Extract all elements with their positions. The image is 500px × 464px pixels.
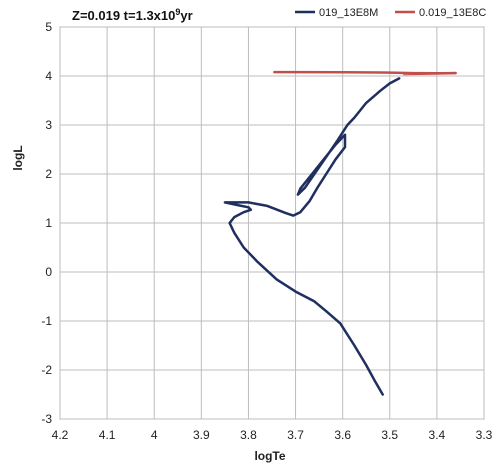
y-tick-label: -1: [41, 314, 52, 328]
x-tick-label: 3.6: [334, 428, 351, 442]
legend: 019_13E8M 0.019_13E8C: [295, 7, 486, 19]
y-tick-labels: -3 -2 -1 0 1 2 3 4 5: [41, 20, 52, 426]
y-tick-label: 3: [45, 118, 52, 132]
x-tick-label: 4.1: [99, 428, 116, 442]
chart-title-exponent: 9: [175, 7, 180, 17]
y-tick-label: 0: [45, 265, 52, 279]
y-tick-label: 1: [45, 216, 52, 230]
y-tick-label: 4: [45, 69, 52, 83]
series-layer: [223, 70, 457, 396]
x-tick-label: 3.3: [476, 428, 493, 442]
x-tick-label: 3.9: [193, 428, 210, 442]
y-tick-label: 2: [45, 167, 52, 181]
grid-lines: [59, 26, 485, 420]
y-axis-title: logL: [11, 145, 25, 170]
x-axis-title: logTe: [254, 449, 285, 463]
y-tick-label: -2: [41, 363, 52, 377]
series-line-1: [223, 77, 401, 396]
x-tick-labels: 4.2 4.1 4 3.9 3.8 3.7 3.6 3.5 3.4 3.3: [52, 428, 493, 442]
legend-label-1: 019_13E8M: [319, 7, 378, 19]
x-tick-label: 4: [151, 428, 158, 442]
chart-title-main: Z=0.019 t=1.3x10: [72, 8, 175, 23]
y-tick-label: 5: [45, 20, 52, 34]
legend-label-2: 0.019_13E8C: [419, 7, 486, 19]
x-tick-label: 3.4: [429, 428, 446, 442]
x-tick-label: 4.2: [52, 428, 69, 442]
chart-title: Z=0.019 t=1.3x109yr: [72, 7, 193, 23]
y-tick-label: -3: [41, 412, 52, 426]
x-tick-label: 3.7: [287, 428, 304, 442]
series-line-2: [273, 70, 457, 76]
x-tick-label: 3.5: [381, 428, 398, 442]
x-tick-label: 3.8: [240, 428, 257, 442]
chart-title-unit: yr: [180, 8, 192, 23]
